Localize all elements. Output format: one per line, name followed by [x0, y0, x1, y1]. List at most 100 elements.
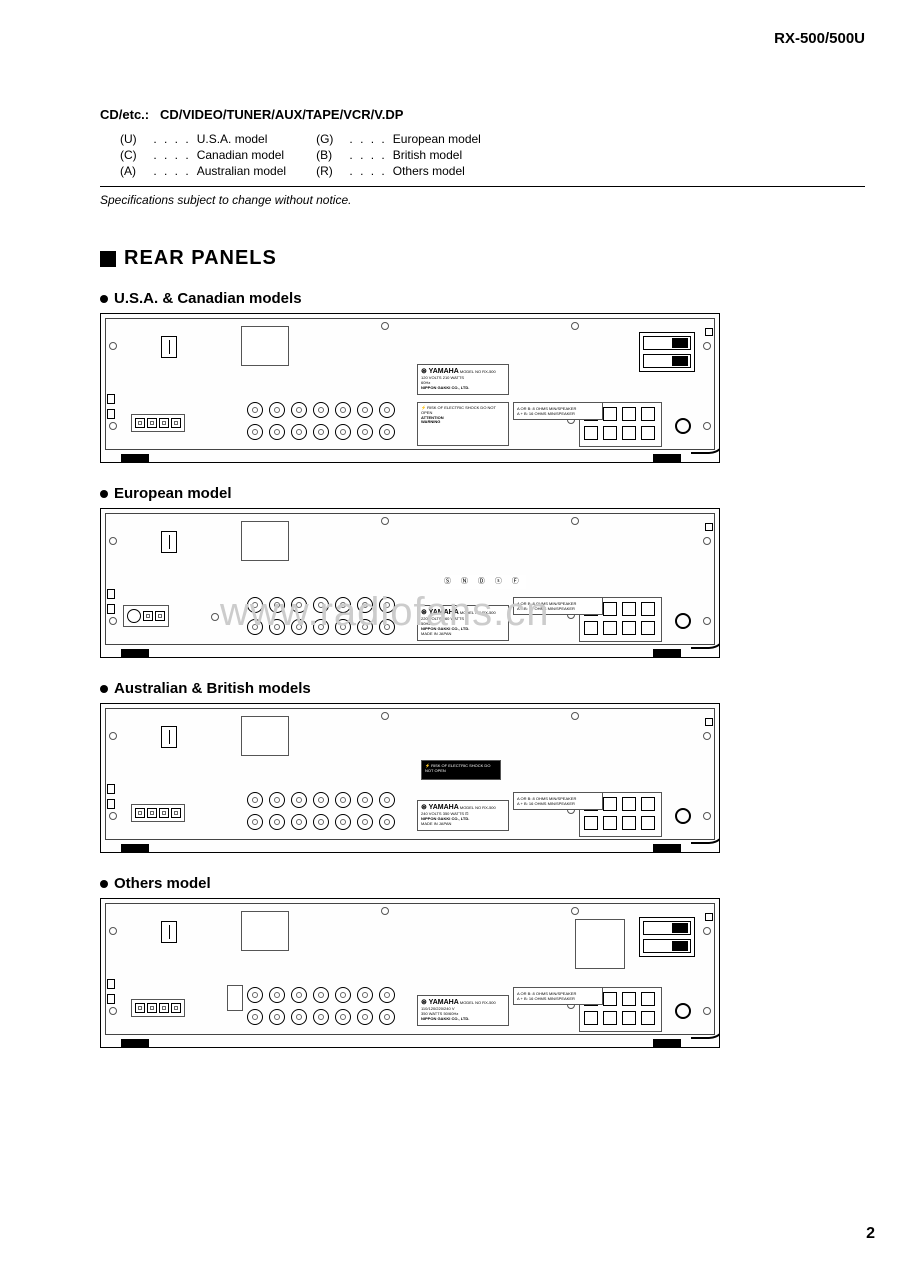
foot-icon [121, 649, 149, 658]
rating-label: ⊛ YAMAHA MODEL NO RX-500120 VOLTS 210 WA… [417, 364, 509, 395]
legend-row: (G) . . . . European model [316, 132, 481, 146]
rca-jack [379, 987, 395, 1003]
speaker-label-box: A OR B: 8 OHMS MIN/SPEAKERA + B: 16 OHMS… [513, 597, 603, 615]
foot-icon [653, 1039, 681, 1048]
panel-block: Others modelA OR B: 8 OHMS MIN/SPEAKERA … [100, 875, 865, 1048]
rca-jack [357, 792, 373, 808]
screw-icon [703, 732, 711, 740]
antenna-terminal [147, 808, 157, 818]
divider [100, 186, 865, 187]
rca-jack [335, 597, 351, 613]
ac-outlet [643, 921, 691, 935]
mains-outlet [675, 1003, 691, 1019]
antenna-terminal-group [123, 605, 169, 627]
antenna-terminal-group [131, 999, 185, 1017]
rear-panel-diagram: A OR B: 8 OHMS MIN/SPEAKERA + B: 16 OHMS… [100, 703, 720, 853]
legend-dots: . . . . [153, 164, 193, 178]
legend-label: Others model [393, 164, 465, 178]
rear-panel-diagram: A OR B: 8 OHMS MIN/SPEAKERA + B: 16 OHMS… [100, 313, 720, 463]
rear-panel-diagram: A OR B: 8 OHMS MIN/SPEAKERA + B: 16 OHMS… [100, 508, 720, 658]
speaker-terminal [641, 407, 655, 421]
rca-jack [247, 597, 263, 613]
rca-jack [335, 402, 351, 418]
rca-jack [379, 814, 395, 830]
rca-jack [357, 987, 373, 1003]
antenna-terminal [147, 1003, 157, 1013]
rca-jack [247, 619, 263, 635]
panel-title-text: Others model [114, 875, 211, 892]
system-connector [161, 531, 177, 553]
foot-icon [121, 454, 149, 463]
speaker-terminal [641, 992, 655, 1006]
rca-jack [269, 792, 285, 808]
speaker-terminal [622, 407, 636, 421]
rca-jack [269, 424, 285, 440]
rca-jack [291, 424, 307, 440]
clip-icon [107, 409, 115, 419]
page-number: 2 [866, 1225, 875, 1243]
rca-jack [313, 402, 329, 418]
rca-jack [379, 619, 395, 635]
screw-icon [703, 812, 711, 820]
rating-label: ⊛ YAMAHA MODEL NO RX-500240 VOLTS 350 WA… [417, 800, 509, 831]
mains-outlet [675, 418, 691, 434]
screw-icon [109, 732, 117, 740]
rca-jack [335, 987, 351, 1003]
rca-input-group [247, 402, 397, 442]
speaker-terminal [622, 621, 636, 635]
rca-jack [247, 424, 263, 440]
rca-jack [335, 424, 351, 440]
screw-icon [381, 322, 389, 330]
rca-jack [247, 814, 263, 830]
rca-jack [313, 814, 329, 830]
panel-block: U.S.A. & Canadian modelsA OR B: 8 OHMS M… [100, 290, 865, 463]
legend-label: Canadian model [197, 148, 284, 162]
freq-switch [227, 985, 243, 1011]
bullet-icon [100, 490, 108, 498]
speaker-terminal [622, 816, 636, 830]
speaker-terminal [641, 816, 655, 830]
antenna-terminal-group [131, 804, 185, 822]
rca-jack [357, 619, 373, 635]
clip-icon [107, 994, 115, 1004]
ac-outlet-box [639, 917, 695, 957]
rca-jack [335, 619, 351, 635]
panel-block: Australian & British models A OR B: 8 OHM… [100, 680, 865, 853]
panel-block: European modelA OR B: 8 OHMS MIN/SPEAKER… [100, 485, 865, 658]
caution-label: ⚡ RISK OF ELECTRIC SHOCK DO NOT OPEN [421, 760, 501, 780]
antenna-terminal [155, 611, 165, 621]
speaker-terminal [622, 992, 636, 1006]
rca-jack [313, 619, 329, 635]
speaker-terminal [622, 1011, 636, 1025]
foot-icon [653, 649, 681, 658]
antenna-terminal [159, 1003, 169, 1013]
foot-icon [653, 454, 681, 463]
speaker-terminal [584, 621, 598, 635]
ac-outlet-box [639, 332, 695, 372]
section-title: REAR PANELS [100, 247, 865, 270]
screw-icon [571, 712, 579, 720]
speaker-terminal [603, 797, 617, 811]
speaker-terminal [603, 426, 617, 440]
clip-icon [107, 799, 115, 809]
antenna-terminal [135, 418, 145, 428]
clip-icon [107, 394, 115, 404]
screw-icon [571, 907, 579, 915]
coax-jack [127, 609, 141, 623]
panel-title-text: Australian & British models [114, 680, 311, 697]
rca-jack [335, 814, 351, 830]
speaker-terminal [622, 602, 636, 616]
speaker-terminal [641, 797, 655, 811]
legend-col-1: (U) . . . . U.S.A. model (C) . . . . Can… [120, 132, 286, 178]
rca-jack [357, 424, 373, 440]
screw-icon [703, 927, 711, 935]
screw-icon [703, 422, 711, 430]
rca-jack [291, 402, 307, 418]
legend-dots: . . . . [349, 132, 389, 146]
legend-dots: . . . . [349, 148, 389, 162]
rca-jack [291, 597, 307, 613]
foot-icon [653, 844, 681, 853]
legend-dots: . . . . [153, 148, 193, 162]
legend-dots: . . . . [153, 132, 193, 146]
legend-code: (A) [120, 164, 150, 178]
